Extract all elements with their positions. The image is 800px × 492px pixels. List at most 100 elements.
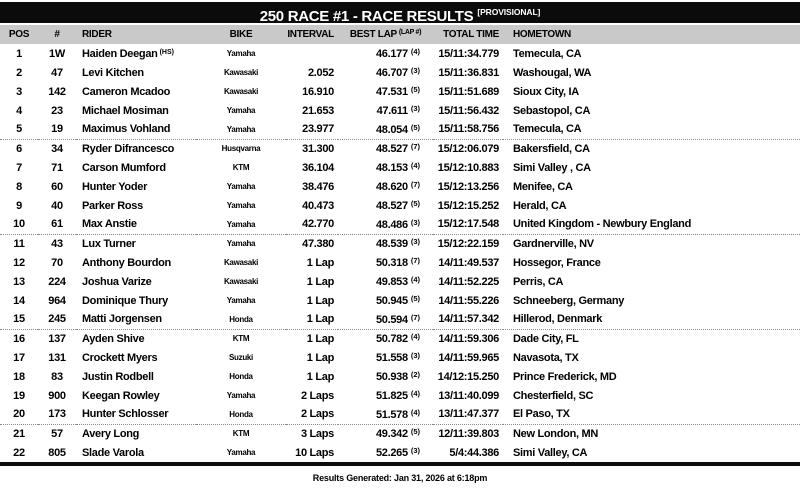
results-table: POS # RIDER BIKE INTERVAL BEST LAP (LAP #… [0, 25, 800, 462]
cell-hometown: Sebastopol, CA [513, 104, 591, 117]
cell-hometown: Chesterfield, SC [513, 389, 594, 402]
cell-total-time: 15/11:58.756 [438, 123, 499, 136]
best-lap-number: (4) [410, 407, 420, 417]
cell-position: 10 [13, 218, 25, 231]
best-lap-number: (5) [410, 294, 420, 303]
table-row: 22 805 Slade Varola Yamaha 10 Laps 52.26… [0, 443, 800, 462]
rider-name: Ryder Difrancesco [82, 142, 175, 155]
cell-hometown: Hossegor, France [513, 256, 601, 269]
cell-position: 9 [16, 199, 22, 212]
rider-name: Haiden Deegan [82, 47, 158, 60]
cell-hometown: Herald, CA [513, 199, 567, 212]
cell-rider: Keegan Rowley [76, 386, 196, 405]
table-row: 7 71 Carson Mumford KTM 36.104 48.153 (4)… [0, 158, 800, 177]
column-header-rider: RIDER [82, 29, 112, 40]
best-lap-number: (4) [410, 47, 420, 56]
column-header-total-time: TOTAL TIME [443, 29, 499, 40]
cell-number: 61 [51, 218, 63, 231]
best-lap-time: 48.486 [375, 218, 408, 231]
cell-bike: Yamaha [226, 391, 256, 400]
table-row: 10 61 Max Anstie Yamaha 42.770 48.486 (3)… [0, 215, 800, 234]
provisional-badge: [PROVISIONAL] [477, 7, 541, 17]
cell-hometown: New London, MN [503, 423, 800, 443]
cell-rider: Avery Long [76, 423, 196, 443]
best-lap-number: (3) [410, 66, 420, 75]
cell-bike: Honda [229, 372, 253, 381]
best-lap-time: 46.177 [375, 48, 408, 60]
rider-name: Maximus Vohland [82, 123, 171, 136]
best-lap-time: 49.853 [375, 276, 408, 288]
column-header-pos: POS [8, 29, 30, 40]
rider-name: Lux Turner [82, 237, 136, 250]
cell-interval: 2.052 [307, 66, 334, 79]
cell-bike: Suzuki [229, 353, 253, 362]
best-lap-time: 50.318 [375, 257, 408, 269]
cell-total-time: 14/11:52.225 [438, 275, 499, 288]
cell-total-time: 12/11:39.803 [433, 423, 503, 443]
cell-number: 131 [48, 351, 66, 364]
cell-rider: Parker Ross [76, 196, 196, 215]
cell-rider: Joshua Varize [76, 272, 196, 291]
cell-bike: Yamaha [226, 296, 256, 305]
cell-bike: Kawasaki [223, 258, 259, 267]
cell-rider: Levi Kitchen [76, 63, 196, 82]
column-header-bike: BIKE [229, 29, 253, 40]
table-row: 3 142 Cameron Mcadoo Kawasaki 16.910 47.… [0, 82, 800, 101]
best-lap-time: 50.938 [375, 371, 408, 383]
best-lap-time: 50.594 [375, 313, 408, 326]
cell-interval [286, 44, 338, 63]
cell-best-lap: 48.054 (5) [338, 120, 433, 139]
cell-total-time: 15/12:22.159 [433, 233, 503, 253]
table-row: 11 43 Lux Turner Yamaha 47.380 48.539 (3)… [0, 233, 800, 253]
column-header-number: # [54, 29, 60, 40]
cell-rider: Carson Mumford [76, 158, 196, 177]
cell-hometown: Washougal, WA [513, 66, 592, 79]
cell-position: 1 [16, 47, 22, 60]
cell-bike: Yamaha [226, 201, 256, 210]
cell-rider: Michael Mosiman [76, 101, 196, 120]
cell-rider: Crockett Myers [76, 348, 196, 367]
best-lap-number: (4) [410, 275, 420, 284]
cell-position: 19 [13, 389, 25, 402]
cell-hometown: Prince Frederick, MD [513, 370, 617, 383]
rider-name: Joshua Varize [82, 275, 152, 288]
cell-interval: 38.476 [302, 180, 334, 193]
rider-name: Michael Mosiman [82, 104, 169, 117]
cell-rider: Lux Turner [76, 233, 196, 253]
column-header-best-lap: BEST LAP (LAP #) [338, 25, 433, 44]
cell-position: 20 [13, 408, 25, 421]
best-lap-time: 50.945 [375, 295, 408, 307]
cell-hometown: Menifee, CA [513, 180, 573, 193]
table-row: 4 23 Michael Mosiman Yamaha 21.653 47.61… [0, 101, 800, 120]
table-row: 15 245 Matti Jorgensen Honda 1 Lap 50.59… [0, 310, 800, 329]
cell-position: 8 [16, 180, 22, 193]
cell-best-lap: 50.782 (4) [338, 328, 433, 348]
cell-hometown: Simi Valley , CA [513, 161, 591, 174]
cell-best-lap: 48.153 (4) [338, 158, 433, 177]
table-row: 1 1W Haiden Deegan (HS) Yamaha 46.177 (4) … [0, 44, 800, 63]
cell-total-time: 15/12:17.548 [437, 218, 500, 231]
best-lap-label: BEST LAP [349, 29, 397, 40]
cell-interval: 47.380 [286, 233, 338, 253]
cell-number: 224 [48, 275, 66, 288]
table-row: 18 83 Justin Rodbell Honda 1 Lap 50.938(… [0, 367, 800, 386]
cell-number: 70 [51, 256, 63, 269]
cell-rider: Slade Varola [76, 443, 196, 462]
table-row: 8 60 Hunter Yoder Yamaha 38.476 48.620 (7… [0, 177, 800, 196]
header-row: POS # RIDER BIKE INTERVAL BEST LAP (LAP #… [0, 25, 800, 44]
cell-number: 137 [38, 328, 76, 348]
cell-interval: 1 Lap [306, 256, 335, 269]
cell-interval: 40.473 [302, 199, 334, 212]
best-lap-number: (3) [410, 217, 420, 227]
best-lap-time: 51.825 [375, 390, 408, 402]
table-row: 13 224 Joshua Varize Kawasaki 1 Lap 49.8… [0, 272, 800, 291]
table-row: 2 47 Levi Kitchen Kawasaki 2.052 46.707(… [0, 63, 800, 82]
cell-interval: 1 Lap [306, 351, 335, 364]
best-lap-time: 47.611 [376, 105, 409, 117]
cell-number: 34 [38, 138, 76, 158]
rider-name: Crockett Myers [82, 351, 158, 364]
best-lap-time: 48.539 [375, 238, 408, 251]
rider-name: Ayden Shive [82, 332, 145, 345]
cell-position: 4 [16, 104, 22, 117]
rider-name: Justin Rodbell [82, 370, 154, 383]
